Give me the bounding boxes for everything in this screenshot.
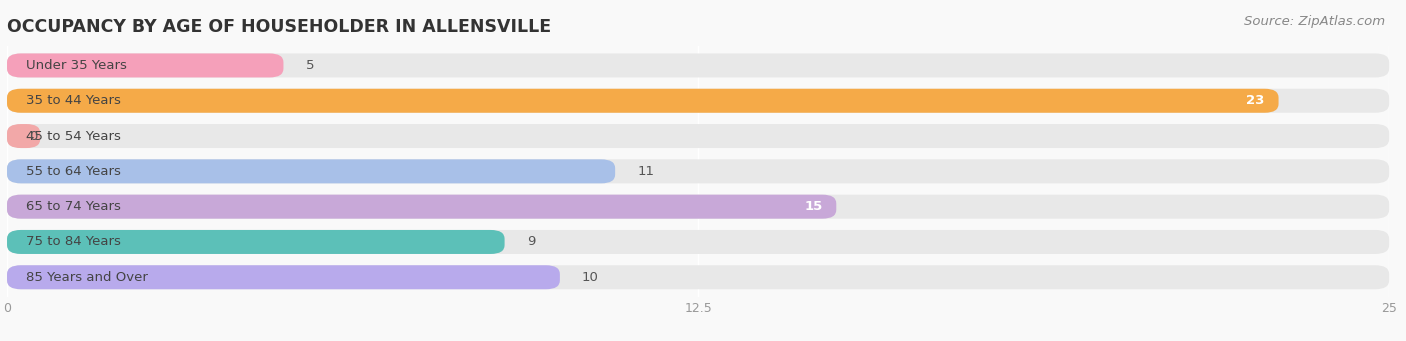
FancyBboxPatch shape xyxy=(7,265,1389,289)
FancyBboxPatch shape xyxy=(7,230,505,254)
Text: 11: 11 xyxy=(637,165,654,178)
Text: 5: 5 xyxy=(305,59,314,72)
Text: 65 to 74 Years: 65 to 74 Years xyxy=(27,200,121,213)
Text: 15: 15 xyxy=(804,200,823,213)
Text: 75 to 84 Years: 75 to 84 Years xyxy=(27,235,121,249)
Text: 10: 10 xyxy=(582,271,599,284)
FancyBboxPatch shape xyxy=(7,89,1278,113)
FancyBboxPatch shape xyxy=(7,54,1389,77)
FancyBboxPatch shape xyxy=(7,159,1389,183)
FancyBboxPatch shape xyxy=(7,124,41,148)
Text: 55 to 64 Years: 55 to 64 Years xyxy=(27,165,121,178)
Text: 85 Years and Over: 85 Years and Over xyxy=(27,271,148,284)
Text: 0: 0 xyxy=(30,130,38,143)
FancyBboxPatch shape xyxy=(7,230,1389,254)
Text: 35 to 44 Years: 35 to 44 Years xyxy=(27,94,121,107)
FancyBboxPatch shape xyxy=(7,159,616,183)
Text: 23: 23 xyxy=(1246,94,1265,107)
Text: OCCUPANCY BY AGE OF HOUSEHOLDER IN ALLENSVILLE: OCCUPANCY BY AGE OF HOUSEHOLDER IN ALLEN… xyxy=(7,18,551,36)
Text: Source: ZipAtlas.com: Source: ZipAtlas.com xyxy=(1244,15,1385,28)
FancyBboxPatch shape xyxy=(7,195,837,219)
Text: 9: 9 xyxy=(527,235,536,249)
FancyBboxPatch shape xyxy=(7,124,1389,148)
FancyBboxPatch shape xyxy=(7,89,1389,113)
Text: Under 35 Years: Under 35 Years xyxy=(27,59,128,72)
FancyBboxPatch shape xyxy=(7,195,1389,219)
Text: 45 to 54 Years: 45 to 54 Years xyxy=(27,130,121,143)
FancyBboxPatch shape xyxy=(7,54,284,77)
FancyBboxPatch shape xyxy=(7,265,560,289)
